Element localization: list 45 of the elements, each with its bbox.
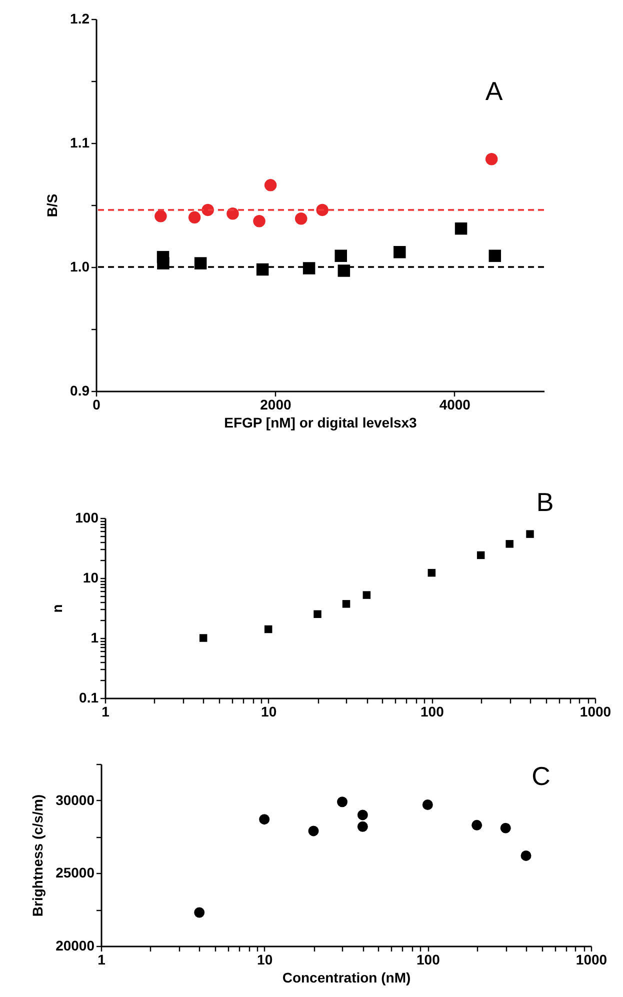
point xyxy=(394,246,406,258)
y-tick-label: 1 xyxy=(90,630,99,646)
y-tick-label: 10 xyxy=(82,570,99,586)
point xyxy=(226,208,239,220)
y-axis-title: Brightness (c/s/m) xyxy=(30,794,46,917)
y-axis-title: n xyxy=(49,604,66,613)
point xyxy=(194,257,207,270)
x-tick-label: 10 xyxy=(261,704,277,720)
x-tick-label: 100 xyxy=(420,704,444,720)
point xyxy=(253,215,266,228)
point xyxy=(302,262,316,274)
annotation: A xyxy=(485,76,504,106)
point xyxy=(485,153,498,166)
y-tick-label: 30000 xyxy=(56,792,95,808)
x-tick-label: 1000 xyxy=(580,704,612,720)
x-tick-label: 1 xyxy=(102,704,110,720)
y-tick-label: 100 xyxy=(75,510,99,526)
x-tick-label: 4000 xyxy=(439,396,471,412)
x-axis-title: EFGP [nM] or digital levelsx3 xyxy=(224,414,418,430)
x-tick-label: 2000 xyxy=(260,396,292,412)
x-tick-label: 10 xyxy=(257,952,273,968)
y-tick-label: 25000 xyxy=(56,864,95,881)
y-tick-label: 1.1 xyxy=(70,134,90,150)
y-axis-title: B/S xyxy=(44,194,60,218)
point xyxy=(294,212,308,225)
point xyxy=(154,210,167,222)
x-tick-label: 1000 xyxy=(576,952,608,968)
y-tick-label: 1.0 xyxy=(70,258,90,274)
point xyxy=(338,264,350,277)
point xyxy=(264,179,277,192)
y-tick-label: 1.2 xyxy=(70,10,90,26)
text: B xyxy=(536,487,554,517)
x-tick-label: 100 xyxy=(416,952,440,968)
point xyxy=(454,222,468,235)
y-tick-label: 20000 xyxy=(56,938,95,954)
point xyxy=(157,257,170,270)
x-axis-title: Concentration (nM) xyxy=(282,970,411,986)
x-tick-label: 0 xyxy=(92,396,101,412)
y-tick-label: 0.9 xyxy=(70,382,90,398)
point xyxy=(488,250,502,262)
point xyxy=(256,263,269,276)
annotation: C xyxy=(532,761,550,791)
point xyxy=(334,250,347,262)
y-tick-label: 0.1 xyxy=(79,690,99,706)
point xyxy=(188,211,201,224)
